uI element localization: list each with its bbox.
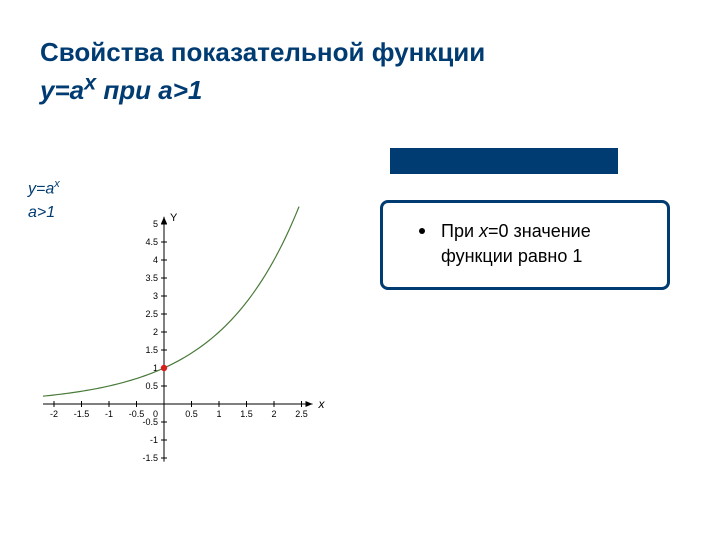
title-formula-base: y=a <box>40 75 84 105</box>
svg-text:x: x <box>318 397 326 411</box>
title-line-2: y=ax при a>1 <box>40 75 202 105</box>
svg-text:1.5: 1.5 <box>145 345 158 355</box>
svg-text:3: 3 <box>153 291 158 301</box>
svg-text:3.5: 3.5 <box>145 273 158 283</box>
svg-text:-1: -1 <box>105 409 113 419</box>
slide-title: Свойства показательной функции y=ax при … <box>40 36 680 107</box>
svg-text:5: 5 <box>153 219 158 229</box>
title-formula-cond: при a>1 <box>96 75 202 105</box>
svg-text:-1.5: -1.5 <box>142 453 158 463</box>
property-item: При x=0 значение функции равно 1 <box>425 219 645 269</box>
property-text-before: При <box>441 221 479 241</box>
svg-text:0.5: 0.5 <box>185 409 198 419</box>
property-x-var: x <box>479 221 488 241</box>
svg-text:-1: -1 <box>150 435 158 445</box>
svg-text:4: 4 <box>153 255 158 265</box>
slide: Свойства показательной функции y=ax при … <box>0 0 720 540</box>
svg-text:2.5: 2.5 <box>295 409 308 419</box>
accent-bar <box>390 148 618 174</box>
svg-text:2: 2 <box>153 327 158 337</box>
svg-text:1.5: 1.5 <box>240 409 253 419</box>
property-box: При x=0 значение функции равно 1 <box>380 200 670 290</box>
exponential-chart: -2-1.5-1-0.50.511.522.50-1.5-1-0.50.511.… <box>10 150 340 470</box>
svg-text:4.5: 4.5 <box>145 237 158 247</box>
svg-text:-2: -2 <box>50 409 58 419</box>
svg-text:-1.5: -1.5 <box>74 409 90 419</box>
svg-text:1: 1 <box>216 409 221 419</box>
svg-text:-0.5: -0.5 <box>142 417 158 427</box>
svg-text:0.5: 0.5 <box>145 381 158 391</box>
svg-text:2.5: 2.5 <box>145 309 158 319</box>
title-formula-exp: x <box>84 70 96 95</box>
title-line-1: Свойства показательной функции <box>40 37 485 67</box>
svg-text:Y: Y <box>170 212 178 224</box>
svg-text:2: 2 <box>271 409 276 419</box>
